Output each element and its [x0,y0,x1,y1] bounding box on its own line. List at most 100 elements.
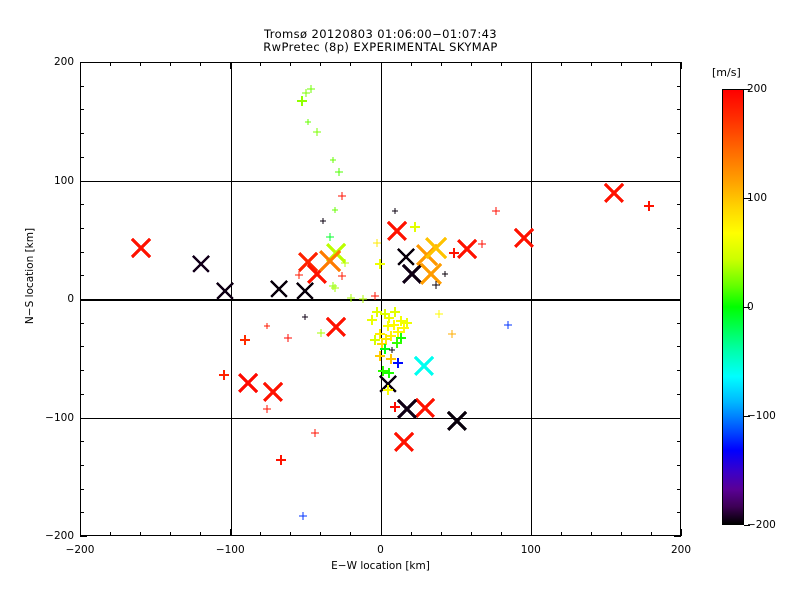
y-tick [674,180,681,182]
x-tick [650,62,652,66]
data-point-plus [398,322,410,334]
data-point-x [319,249,342,272]
y-tick [677,322,681,324]
x-tick [260,62,262,66]
data-point-x [397,399,418,420]
data-point-x [457,239,478,260]
x-axis-label: E−W location [km] [331,560,430,572]
data-point-plus [330,283,340,293]
x-tick [500,532,502,536]
data-point-plus [385,330,397,342]
gridline-horizontal [81,417,680,420]
data-point-plus [391,337,403,349]
x-tick [320,62,322,66]
y-axis-label: N−S location [km] [24,227,36,325]
y-tick [677,133,681,135]
x-tick [230,62,232,69]
y-tick [80,251,84,253]
x-tick [620,532,622,536]
y-tick [677,109,681,111]
data-point-plus [383,367,395,379]
colorbar-gradient [722,89,744,525]
data-point-x [295,281,314,300]
y-tick [674,299,681,300]
x-tick [410,62,412,66]
x-tick-label: −200 [65,544,95,556]
data-point-plus [389,306,401,318]
data-point-x [394,432,415,453]
data-point-plus [477,239,487,249]
data-point-plus [301,88,311,98]
plot-canvas [81,63,680,535]
x-tick [590,532,592,536]
x-tick [140,62,142,66]
data-point-plus [448,247,460,259]
data-point-x [415,397,436,418]
data-point-plus [331,206,339,214]
data-point-plus [329,156,337,164]
data-point-plus [503,320,513,330]
data-point-plus [409,221,421,233]
data-point-plus [304,118,312,126]
x-tick [110,62,112,66]
data-point-plus [310,428,320,438]
gridline-vertical [380,63,383,535]
data-point-plus [441,270,449,278]
data-point-plus [382,320,394,332]
x-tick [650,532,652,536]
data-point-plus [434,309,444,319]
data-point-plus [389,401,401,413]
y-tick [677,156,681,158]
y-tick [677,370,681,372]
y-tick [80,370,84,372]
y-tick [674,536,681,537]
x-tick [560,532,562,536]
x-tick [440,532,442,536]
x-tick [530,62,532,69]
gridline-horizontal [81,299,680,301]
data-point-x [270,280,289,299]
y-tick [677,464,681,466]
data-point-plus [263,322,271,330]
data-point-x [446,410,467,431]
data-point-plus [401,317,413,329]
y-tick [677,512,681,514]
y-tick [80,536,87,537]
title-line-1: Tromsø 20120803 01:06:00−01:07:43 [263,27,498,41]
data-point-plus [334,167,344,177]
x-tick [530,529,532,536]
data-point-x [413,356,434,377]
y-tick [80,85,84,87]
data-point-plus [392,357,404,369]
x-tick [681,62,682,69]
data-point-plus [388,319,400,331]
x-tick [681,529,682,536]
x-tick [470,62,472,66]
y-tick [80,512,84,514]
data-point-plus [385,353,397,365]
data-point-plus [395,332,407,344]
x-tick [200,532,202,536]
colorbar-unit-label: [m/s] [712,66,741,79]
y-tick [677,85,681,87]
colorbar-tick [744,525,750,526]
y-tick [80,393,84,395]
data-point-x [415,243,438,266]
y-tick-label: 200 [53,56,74,68]
data-point-plus [431,280,441,290]
y-tick [80,133,84,135]
x-tick [290,532,292,536]
data-point-plus [491,206,501,216]
y-tick [677,204,681,206]
data-point-plus [369,334,381,346]
y-tick [80,346,84,348]
data-point-plus [337,191,347,201]
y-tick [674,62,681,63]
x-tick-label: 100 [520,544,541,556]
data-point-plus [239,334,251,346]
data-point-x [263,382,284,403]
data-point-plus [306,84,316,94]
colorbar-tick-label: −100 [747,410,776,422]
y-tick [677,227,681,229]
x-tick [200,62,202,66]
